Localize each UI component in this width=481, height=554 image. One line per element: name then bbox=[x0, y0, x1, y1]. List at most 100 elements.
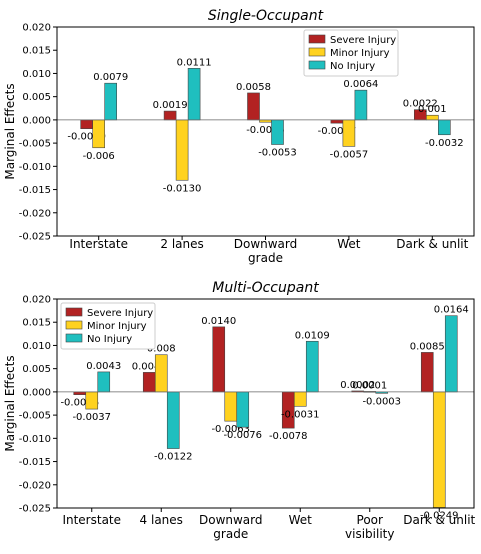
chart1-legend-label: No Injury bbox=[330, 61, 375, 72]
chart1-category-label: grade bbox=[248, 251, 283, 265]
chart1-ytick-label: -0.005 bbox=[19, 139, 51, 150]
chart1-bar bbox=[163, 110, 177, 121]
chart2-category-label: Wet bbox=[289, 513, 313, 527]
chart1-data-label: 0.001 bbox=[418, 104, 447, 115]
chart1-category-label: Dark & unlit bbox=[396, 237, 468, 251]
chart1-data-label: 0.0064 bbox=[343, 79, 378, 90]
chart1-ytick-label: 0.005 bbox=[22, 92, 51, 103]
chart2-bar bbox=[142, 372, 156, 393]
chart2-data-label: -0.0006 bbox=[60, 398, 99, 409]
chart2-legend-box bbox=[60, 302, 156, 350]
chart1-data-label: -0.0053 bbox=[258, 148, 297, 159]
chart2-data-label: 0.0140 bbox=[201, 316, 236, 327]
chart2-bar bbox=[166, 391, 180, 449]
chart2-bar bbox=[444, 315, 458, 393]
chart1-bar bbox=[175, 119, 189, 181]
chart1-bar bbox=[342, 119, 356, 147]
chart2-bar bbox=[432, 391, 446, 508]
chart2-title: Multi-Occupant bbox=[212, 280, 319, 296]
chart1-bar bbox=[425, 114, 439, 121]
chart1-legend-label: Minor Injury bbox=[330, 48, 390, 59]
chart2-ytick-label: 0.010 bbox=[22, 341, 51, 352]
chart1-category-label: Interstate bbox=[69, 237, 128, 251]
chart2-category-label: Poor bbox=[357, 513, 383, 527]
chart2-legend-swatch bbox=[65, 333, 83, 343]
chart2-ytick-label: -0.020 bbox=[19, 480, 51, 491]
chart2-bar bbox=[73, 391, 87, 395]
chart1-data-label: 0.0019 bbox=[153, 100, 188, 111]
chart2-category-label: visibility bbox=[345, 527, 394, 541]
chart2-category-label: Downward bbox=[199, 513, 263, 527]
chart2-data-label: -0.0078 bbox=[269, 431, 308, 442]
chart2-bar bbox=[85, 391, 99, 410]
chart1-data-label: -0.0019 bbox=[67, 132, 106, 143]
chart2-data-label: 0.0085 bbox=[410, 341, 445, 352]
chart2-category-label: grade bbox=[213, 527, 248, 541]
chart2-bar bbox=[212, 326, 226, 393]
chart1-legend-swatch bbox=[308, 60, 326, 70]
chart2-category-label: Dark & unlit bbox=[403, 513, 475, 527]
chart1-ytick-label: -0.025 bbox=[19, 232, 51, 243]
chart2-bar bbox=[97, 371, 111, 393]
chart1-bar bbox=[271, 119, 284, 145]
chart2-data-label: -0.0249 bbox=[420, 511, 459, 522]
chart2-data-label: -0.0122 bbox=[154, 452, 193, 463]
chart2-data-label: -0.0031 bbox=[281, 409, 320, 420]
chart1-data-label: 0.0111 bbox=[177, 57, 212, 68]
chart1-bar bbox=[187, 68, 201, 121]
chart1-legend-swatch bbox=[308, 47, 326, 57]
chart2-bar bbox=[154, 354, 168, 393]
chart2-ytick-label: 0.015 bbox=[22, 318, 51, 329]
chart1-legend-box bbox=[303, 29, 399, 77]
chart1-data-label: 0.0022 bbox=[403, 99, 438, 110]
chart1-category-label: 2 lanes bbox=[160, 237, 203, 251]
chart2-data-label: -0.0063 bbox=[211, 424, 250, 435]
chart1-data-label: -0.0130 bbox=[163, 183, 202, 194]
chart1-ytick-label: 0.000 bbox=[22, 115, 51, 126]
chart2-bar bbox=[293, 391, 307, 407]
chart1-ytick-label: 0.010 bbox=[22, 69, 51, 80]
chart2-ytick-label: 0.000 bbox=[22, 387, 51, 398]
chart1-data-label: 0.0058 bbox=[236, 82, 271, 93]
chart2-legend-label: Severe Injury bbox=[87, 308, 153, 319]
chart1-title: Single-Occupant bbox=[208, 8, 324, 24]
chart1-category-label: Wet bbox=[337, 237, 361, 251]
chart2-ytick-label: -0.025 bbox=[19, 504, 51, 515]
chart1-bar bbox=[80, 119, 93, 130]
chart2-data-label: 0.0164 bbox=[434, 305, 469, 316]
chart2-ytick-label: 0.020 bbox=[22, 295, 51, 306]
chart2-data-label: 0.0042 bbox=[132, 361, 167, 372]
chart1-bar bbox=[354, 89, 368, 121]
chart2-bar bbox=[305, 340, 319, 393]
chart2-legend-swatch bbox=[65, 320, 83, 330]
chart1-data-label: -0.006 bbox=[83, 151, 115, 162]
chart1-bar bbox=[247, 92, 260, 121]
chart2-data-label: 0.0002 bbox=[340, 380, 375, 391]
chart2-bar bbox=[224, 391, 238, 422]
chart2-ytick-label: -0.005 bbox=[19, 411, 51, 422]
chart2-bar bbox=[420, 352, 434, 393]
chart1-legend-swatch bbox=[308, 34, 326, 44]
chart2-ytick-label: -0.015 bbox=[19, 457, 51, 468]
chart1-ytick-label: -0.015 bbox=[19, 185, 51, 196]
chart1-bar bbox=[330, 119, 344, 124]
chart1-ytick-label: 0.015 bbox=[22, 46, 51, 57]
chart1-data-label: -0.0007 bbox=[318, 126, 357, 137]
chart2-category-label: 4 lanes bbox=[140, 513, 183, 527]
chart1-category-label: Downward bbox=[234, 237, 298, 251]
chart2-data-label: -0.0003 bbox=[362, 396, 401, 407]
chart2-data-label: 0.0043 bbox=[86, 361, 121, 372]
chart2-ylabel: Marginal Effects bbox=[3, 355, 17, 451]
chart1-bar bbox=[92, 119, 105, 149]
chart2-legend-label: No Injury bbox=[87, 334, 132, 345]
chart1-ylabel: Marginal Effects bbox=[3, 83, 17, 179]
chart1-ytick-label: 0.020 bbox=[22, 23, 51, 34]
chart2-ytick-label: -0.010 bbox=[19, 434, 51, 445]
chart1-data-label: -0.0005 bbox=[246, 125, 285, 136]
chart1-bar bbox=[437, 119, 451, 136]
chart2-legend-label: Minor Injury bbox=[87, 321, 147, 332]
chart2-data-label: 0.008 bbox=[147, 344, 176, 355]
chart1-data-label: -0.0032 bbox=[425, 138, 464, 149]
chart1-data-label: 0.0079 bbox=[93, 72, 128, 83]
